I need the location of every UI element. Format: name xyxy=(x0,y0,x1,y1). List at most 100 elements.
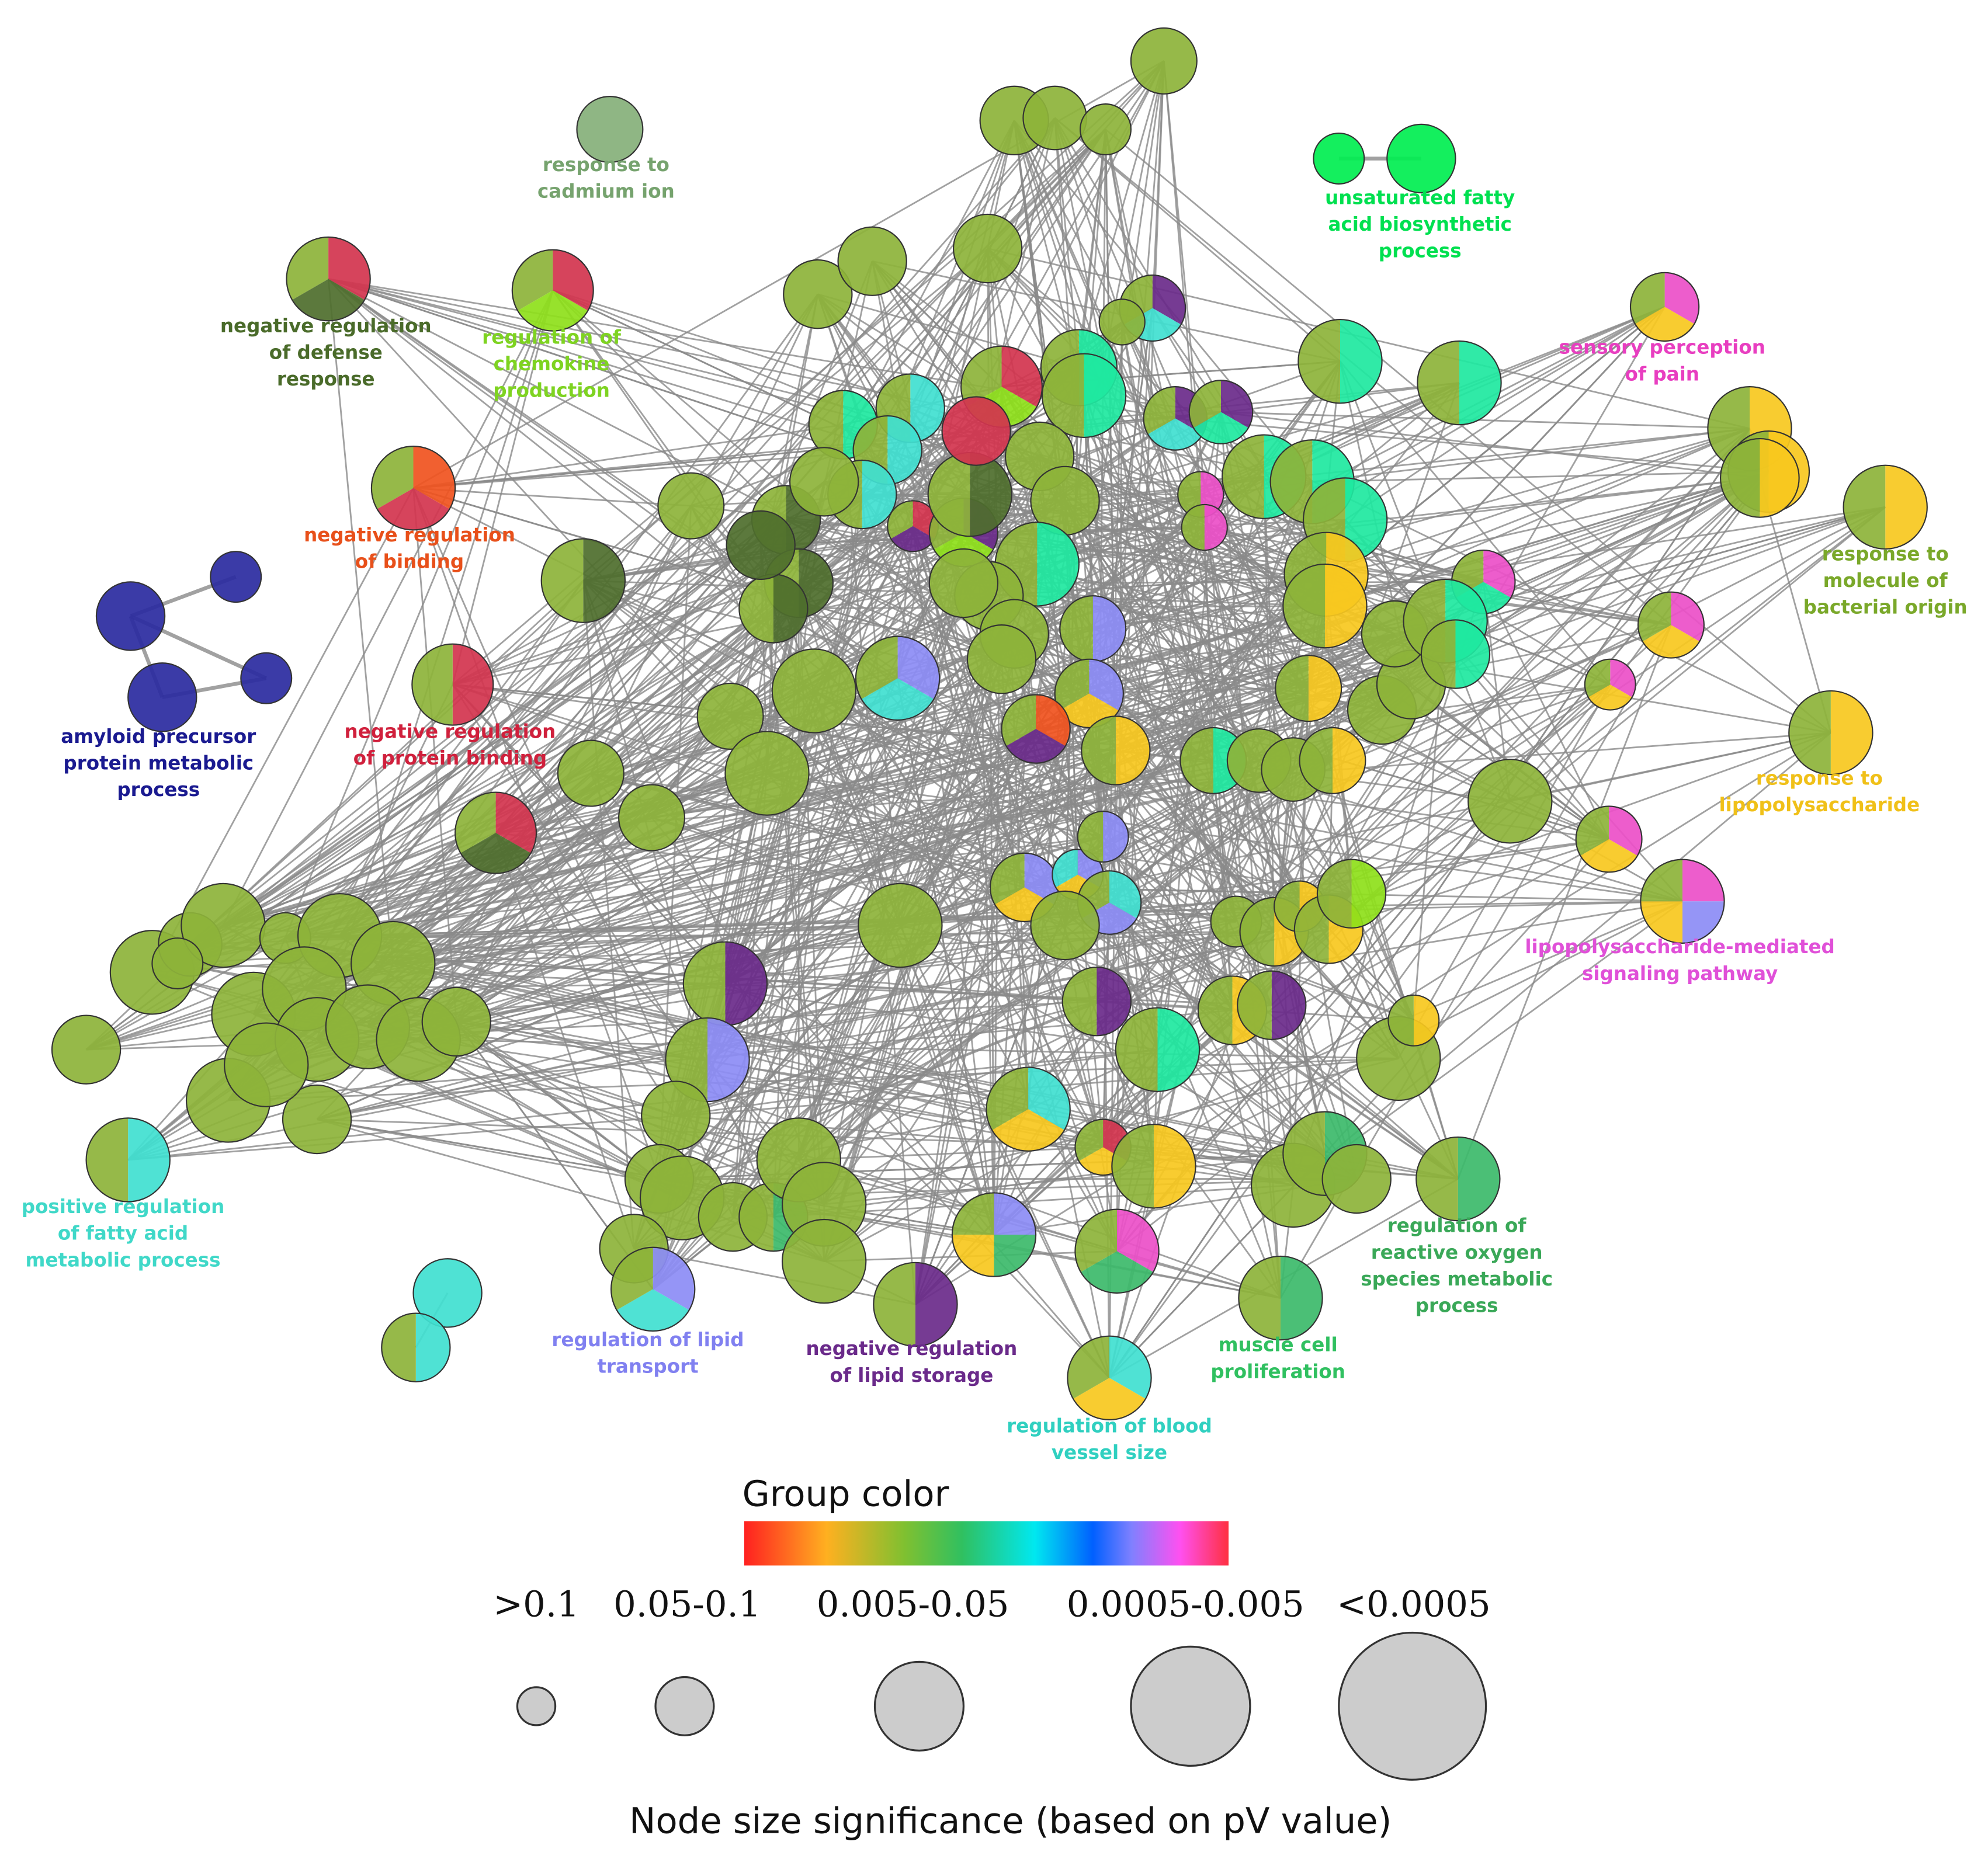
legend-title: Group color xyxy=(743,1474,949,1514)
node xyxy=(951,1192,1037,1277)
node-outline xyxy=(941,396,1011,466)
node xyxy=(421,986,491,1057)
node-wedge xyxy=(952,1235,994,1277)
color-gradient-bar xyxy=(744,1521,1229,1566)
node-wedge xyxy=(665,1017,708,1102)
node-outline xyxy=(858,882,943,968)
node-outline xyxy=(1130,27,1198,95)
edge xyxy=(633,360,1341,1249)
node-label: negative regulation of defense response xyxy=(220,315,432,390)
node-wedge xyxy=(915,1262,957,1347)
legend: Group color >0.1 0.05-0.1 0.005-0.05 0.0005-… xyxy=(493,1474,1490,1841)
node xyxy=(966,624,1037,694)
node-label-line: of binding xyxy=(355,550,464,572)
edge xyxy=(1324,838,1610,1155)
node xyxy=(240,652,293,704)
edge xyxy=(591,633,1395,774)
node-wedge xyxy=(1060,596,1093,662)
node xyxy=(1321,1144,1392,1214)
node xyxy=(381,1312,451,1382)
node xyxy=(1417,340,1502,426)
node-wedge xyxy=(725,941,768,1026)
node-outline xyxy=(511,249,594,332)
node-wedge xyxy=(1308,655,1342,722)
node-outline xyxy=(540,538,626,623)
node-wedge xyxy=(1077,811,1104,862)
node-wedge xyxy=(1181,504,1205,551)
edge xyxy=(189,580,584,946)
node xyxy=(1059,595,1127,663)
node-label-line: response to xyxy=(543,154,669,176)
node-wedge xyxy=(1089,659,1123,711)
node-outline xyxy=(1238,1255,1323,1341)
node xyxy=(1420,619,1491,689)
node-wedge xyxy=(928,452,970,537)
node-wedge xyxy=(1024,853,1059,905)
size-class-label: 0.0005-0.005 xyxy=(1067,1584,1304,1625)
node-wedge xyxy=(412,644,453,725)
node-wedge xyxy=(619,784,685,851)
node xyxy=(1188,380,1254,444)
node-outline xyxy=(85,1117,171,1203)
node-label-line: regulation of xyxy=(1387,1215,1527,1237)
node-wedge xyxy=(1067,1336,1109,1399)
node xyxy=(855,635,941,721)
edge xyxy=(582,248,988,582)
size-class-circle xyxy=(1130,1645,1251,1767)
node-wedge xyxy=(1097,967,1131,1036)
node-wedge xyxy=(1483,550,1515,598)
node xyxy=(282,1084,352,1155)
node-label-line: of pain xyxy=(1625,363,1699,385)
node-wedge xyxy=(377,488,450,530)
node-outline xyxy=(873,1262,958,1347)
node-outline xyxy=(1188,380,1254,444)
node-label-line: of lipid storage xyxy=(830,1364,993,1387)
node-wedge xyxy=(1152,275,1186,325)
node xyxy=(286,236,371,322)
node-outline xyxy=(1030,890,1100,961)
edge xyxy=(899,925,1111,1378)
node-label: sensory perception of pain xyxy=(1559,336,1765,385)
node-outline xyxy=(986,1066,1071,1152)
node-outline xyxy=(1316,859,1387,929)
node-wedge xyxy=(1193,412,1248,444)
edge xyxy=(285,836,1104,939)
node-wedge xyxy=(1028,1067,1070,1130)
edge xyxy=(590,772,1357,1180)
edge xyxy=(1299,477,1761,907)
node-label-line: muscle cell xyxy=(1219,1334,1338,1356)
node-wedge xyxy=(1298,319,1340,404)
node-outline xyxy=(696,682,764,750)
node xyxy=(1001,694,1071,764)
node-wedge xyxy=(292,279,365,321)
labels: response to cadmium ion unsaturated fatty a… xyxy=(22,154,1968,1464)
node xyxy=(1415,1136,1501,1222)
edge xyxy=(222,290,554,926)
node-wedge xyxy=(1031,466,1099,536)
node-wedge xyxy=(1468,759,1552,843)
node-wedge xyxy=(1204,504,1227,551)
node xyxy=(557,739,624,807)
node-label-line: response to xyxy=(1756,767,1883,790)
node-outline xyxy=(240,652,293,704)
node-wedge xyxy=(1275,655,1309,722)
node xyxy=(789,447,859,517)
nodes xyxy=(51,27,1928,1420)
node xyxy=(1074,1208,1160,1294)
edge xyxy=(367,471,1770,1028)
node xyxy=(1316,859,1387,929)
node-label: negative regulation of lipid storage xyxy=(806,1337,1018,1387)
node-wedge xyxy=(707,1017,750,1102)
node xyxy=(95,581,166,651)
node-outline xyxy=(1079,103,1132,156)
edge xyxy=(913,525,1411,686)
node xyxy=(989,852,1060,923)
node-wedge xyxy=(1036,694,1070,746)
edge xyxy=(912,526,1155,1167)
edge xyxy=(914,61,1165,1305)
node-wedge xyxy=(1157,1007,1200,1092)
edge xyxy=(452,290,554,685)
node-label-line: negative regulation xyxy=(806,1337,1018,1360)
node-outline xyxy=(1275,655,1342,722)
